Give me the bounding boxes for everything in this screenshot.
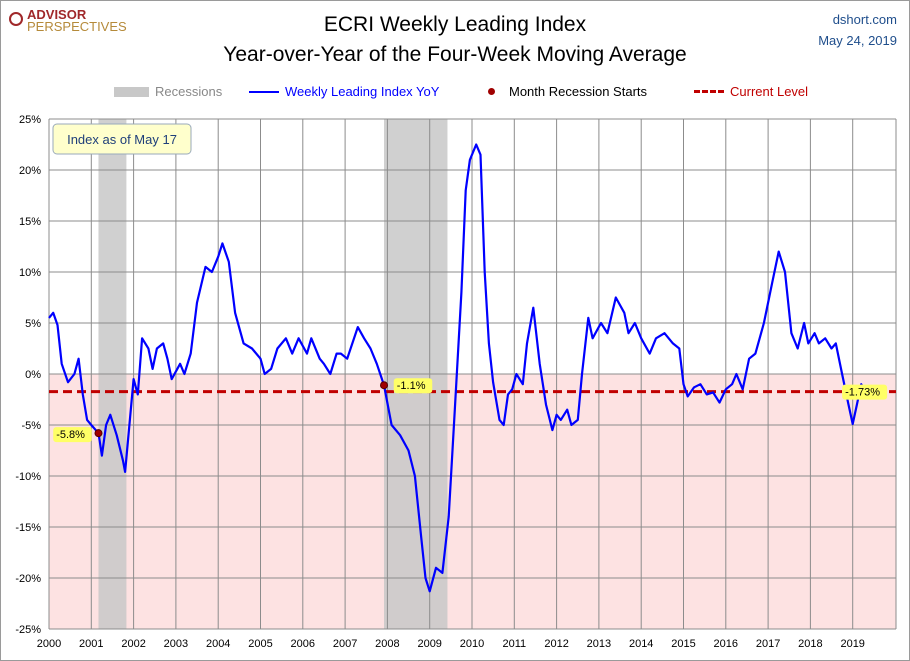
annotation-box [52, 123, 192, 155]
recession-start-label: -5.8% [56, 429, 85, 441]
source-label: dshort.com [832, 12, 897, 27]
x-tick-label: 2015 [671, 638, 695, 650]
current-level-label-bg [842, 384, 888, 400]
x-tick-label: 2012 [544, 638, 568, 650]
date-label: May 24, 2019 [818, 33, 897, 48]
y-tick-label: -25% [15, 624, 41, 636]
x-tick-label: 2019 [840, 638, 864, 650]
y-tick-label: 0% [25, 369, 41, 381]
x-tick-label: 2005 [248, 638, 272, 650]
x-tick-label: 2003 [164, 638, 188, 650]
annotation-text: Index as of May 17 [67, 132, 177, 147]
x-tick-label: 2010 [460, 638, 484, 650]
source-info: dshort.com May 24, 2019 [818, 9, 897, 51]
legend-marker-label: Month Recession Starts [509, 84, 648, 99]
recession-start-marker [94, 429, 103, 438]
recession-start-label-bg [393, 378, 433, 394]
chart-title: ECRI Weekly Leading Index [323, 13, 587, 36]
current-swatch [694, 90, 724, 93]
legend-recessions-label: Recessions [155, 84, 223, 99]
x-tick-label: 2001 [79, 638, 103, 650]
y-tick-label: -10% [15, 471, 41, 483]
advisor-perspectives-logo: ADVISOR PERSPECTIVES [9, 7, 127, 34]
recession-swatch [114, 86, 149, 97]
x-tick-label: 2018 [798, 638, 822, 650]
legend-series-label: Weekly Leading Index YoY [285, 84, 440, 99]
recession-start-label: -1.1% [397, 380, 426, 392]
logo-line1: ADVISOR [27, 7, 87, 22]
recession-start-label-bg [53, 427, 92, 443]
legend-recessions: Recessions [114, 84, 222, 99]
x-tick-label: 2002 [121, 638, 145, 650]
legend-current-label: Current Level [730, 84, 809, 99]
y-tick-label: -15% [15, 522, 41, 534]
current-level-label: -1.73% [845, 387, 880, 399]
series-line [48, 143, 869, 593]
compass-icon [9, 12, 23, 26]
y-tick-label: -20% [15, 573, 41, 585]
y-tick-label: 10% [19, 267, 41, 279]
y-tick-label: 20% [19, 165, 41, 177]
x-tick-label: 2004 [206, 638, 230, 650]
y-tick-label: -5% [21, 420, 41, 432]
y-tick-label: 5% [25, 318, 41, 330]
x-tick-label: 2013 [587, 638, 611, 650]
legend-marker: Month Recession Starts [488, 84, 647, 99]
x-tick-label: 2000 [37, 638, 61, 650]
y-tick-label: 15% [19, 216, 41, 228]
x-tick-label: 2007 [333, 638, 357, 650]
x-tick-label: 2011 [502, 638, 526, 650]
legend-series: Weekly Leading Index YoY [249, 84, 439, 99]
x-tick-label: 2014 [629, 638, 653, 650]
series-swatch [249, 90, 279, 93]
chart-subtitle: Year-over-Year of the Four-Week Moving A… [223, 43, 687, 66]
x-tick-label: 2017 [756, 638, 780, 650]
legend-current: Current Level [694, 84, 808, 99]
recession-start-marker [380, 381, 389, 390]
x-tick-label: 2006 [291, 638, 315, 650]
x-tick-label: 2009 [417, 638, 441, 650]
logo-line2: PERSPECTIVES [27, 19, 127, 34]
x-tick-label: 2008 [375, 638, 399, 650]
y-tick-label: 25% [19, 114, 41, 126]
marker-swatch [488, 88, 495, 95]
x-tick-label: 2016 [714, 638, 738, 650]
